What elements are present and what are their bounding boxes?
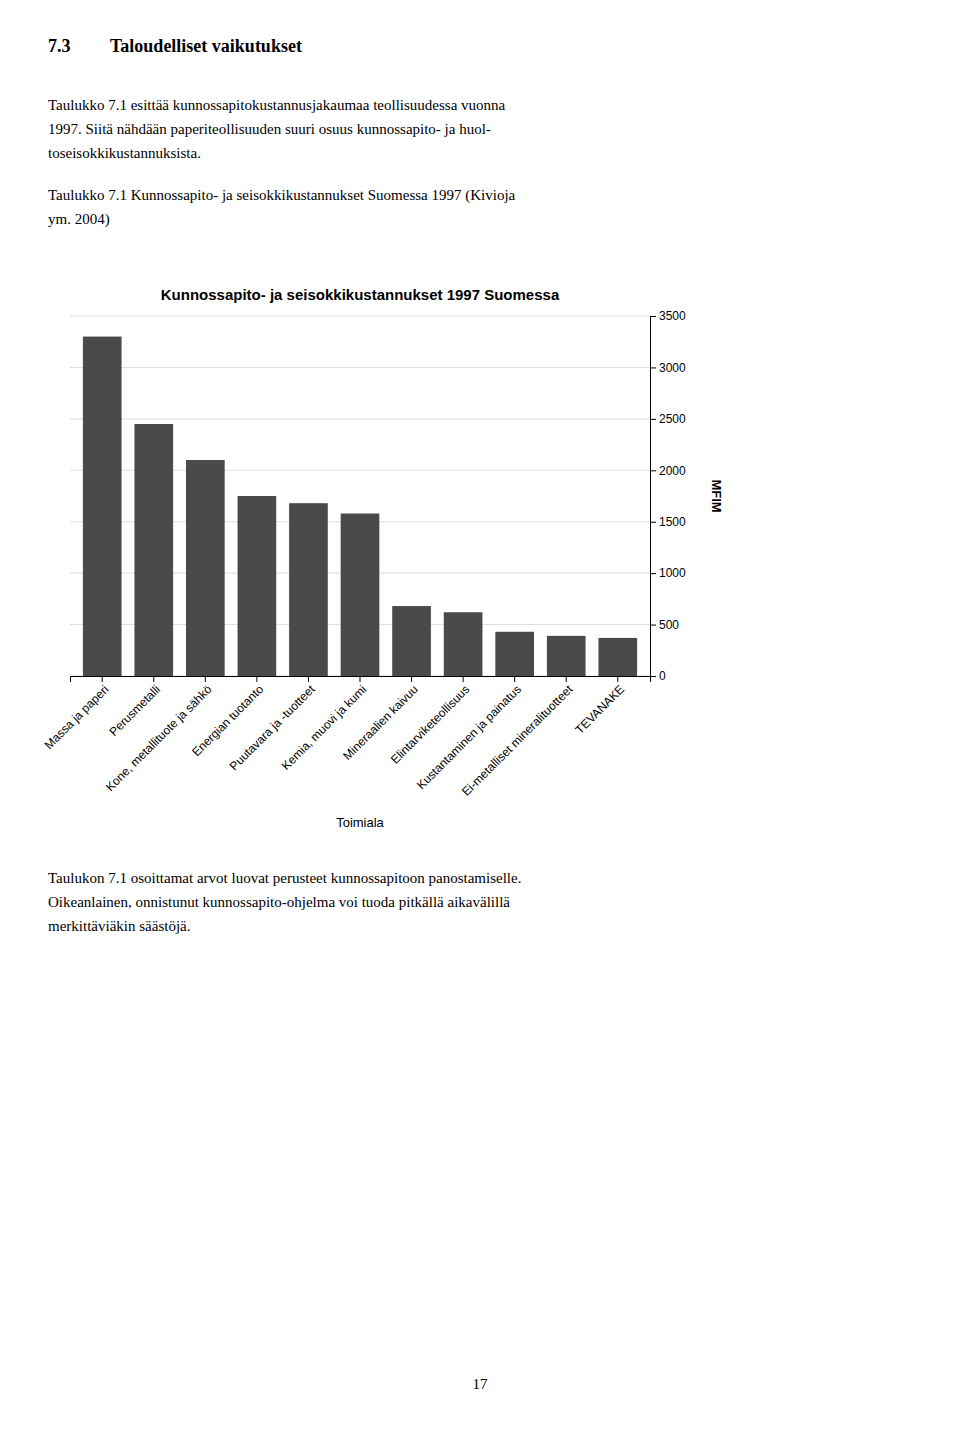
grid xyxy=(70,316,650,676)
bar xyxy=(547,636,586,676)
y-tick-mark xyxy=(650,522,656,523)
page: 7.3 Taloudelliset vaikutukset Taulukko 7.1… xyxy=(0,0,960,1429)
y-tick-label: 1500 xyxy=(659,515,686,529)
bars xyxy=(83,337,637,676)
y-tick-label: 500 xyxy=(659,618,679,632)
x-tick: Ei-metalliset mineralituotteet xyxy=(459,676,576,799)
x-tick-label: Massa ja paperi xyxy=(42,682,112,752)
paragraph-line: toseisokkikustannuksista. xyxy=(48,145,201,161)
x-tick-mark xyxy=(463,676,464,682)
grid-line xyxy=(70,316,650,317)
page-number: 17 xyxy=(473,1376,489,1392)
x-tick-label: Kemia, muovi ja kumi xyxy=(279,682,370,773)
y-tick-label: 0 xyxy=(659,669,666,683)
x-tick-mark xyxy=(256,676,257,682)
x-tick-mark xyxy=(617,676,618,682)
y-tick: 1500 xyxy=(650,515,686,529)
y-tick-mark xyxy=(650,470,656,471)
paragraph-line: merkittäviäkin säästöjä. xyxy=(48,918,190,934)
bar xyxy=(238,496,277,676)
y-tick: 1000 xyxy=(650,566,686,580)
x-tick-mark xyxy=(360,676,361,682)
x-tick-label: Kustantaminen ja painatus xyxy=(414,682,524,792)
chart-title: Kunnossapito- ja seisokkikustannukset 19… xyxy=(161,286,560,303)
x-tick: Kustantaminen ja painatus xyxy=(414,676,524,792)
y-tick: 500 xyxy=(650,618,679,632)
y-tick: 3000 xyxy=(650,361,686,375)
y-tick-label: 3500 xyxy=(659,309,686,323)
paragraph-line: Taulukko 7.1 esittää kunnossapitokustann… xyxy=(48,97,506,113)
bar xyxy=(134,424,173,676)
x-tick-label: Ei-metalliset mineralituotteet xyxy=(459,682,576,799)
x-tick-label: Kone, metallituote ja sähkö xyxy=(103,682,215,794)
y-tick-mark xyxy=(650,573,656,574)
y-tick: 0 xyxy=(650,669,666,683)
heading-number: 7.3 xyxy=(48,36,71,56)
grid-line xyxy=(70,367,650,368)
x-tick-label: TEVANAKE xyxy=(573,682,628,737)
x-tick-mark xyxy=(153,676,154,682)
bar xyxy=(392,606,431,676)
y-tick-mark xyxy=(650,367,656,368)
bar xyxy=(495,632,534,676)
y-tick-label: 2000 xyxy=(659,464,686,478)
bar xyxy=(289,503,328,676)
y-axis: 0 500 1000 1500 2000 2500 3000 3500 xyxy=(650,309,686,683)
x-tick-mark xyxy=(102,676,103,682)
bar xyxy=(186,460,225,676)
x-tick-label: Perusmetalli xyxy=(107,682,164,739)
y-tick-mark xyxy=(650,316,656,317)
y-tick-label: 2500 xyxy=(659,412,686,426)
y-tick-mark xyxy=(650,625,656,626)
bar xyxy=(598,638,637,676)
paragraph-line: ym. 2004) xyxy=(48,211,110,228)
x-tick-mark xyxy=(514,676,515,682)
paragraph-line: Taulukon 7.1 osoittamat arvot luovat per… xyxy=(48,870,521,886)
y-axis-title: MFIM xyxy=(709,479,724,512)
chart: Kunnossapito- ja seisokkikustannukset 19… xyxy=(42,286,724,830)
x-tick: Kemia, muovi ja kumi xyxy=(279,676,370,773)
x-tick-label: Puutavara ja -tuotteet xyxy=(227,682,319,774)
y-tick-label: 3000 xyxy=(659,361,686,375)
y-tick: 2500 xyxy=(650,412,686,426)
bar xyxy=(341,513,380,676)
x-tick-mark xyxy=(411,676,412,682)
x-tick: Puutavara ja -tuotteet xyxy=(227,676,319,773)
x-tick: Massa ja paperi xyxy=(42,676,112,752)
x-tick: Perusmetalli xyxy=(107,676,164,739)
x-tick: TEVANAKE xyxy=(573,676,628,737)
x-tick: Kone, metallituote ja sähkö xyxy=(103,676,215,794)
paragraph-line: 1997. Siitä nähdään paperiteollisuuden s… xyxy=(48,121,491,137)
x-tick-mark xyxy=(566,676,567,682)
x-axis: Massa ja paperiPerusmetalliKone, metalli… xyxy=(42,676,651,799)
x-tick-mark xyxy=(205,676,206,682)
x-axis-title: Toimiala xyxy=(336,815,384,830)
bar xyxy=(444,612,483,676)
y-tick-mark xyxy=(650,419,656,420)
paragraph-line: Taulukko 7.1 Kunnossapito- ja seisokkiku… xyxy=(48,187,516,204)
y-tick-label: 1000 xyxy=(659,566,686,580)
y-axis-line xyxy=(651,317,657,677)
paragraph-line: Oikeanlainen, onnistunut kunnossapito-oh… xyxy=(48,894,510,910)
x-axis-line xyxy=(71,677,651,683)
y-tick: 2000 xyxy=(650,464,686,478)
x-tick-mark xyxy=(308,676,309,682)
y-tick: 3500 xyxy=(650,309,686,323)
bar xyxy=(83,337,122,676)
grid-line xyxy=(70,418,650,419)
heading-text: Taloudelliset vaikutukset xyxy=(110,36,302,56)
